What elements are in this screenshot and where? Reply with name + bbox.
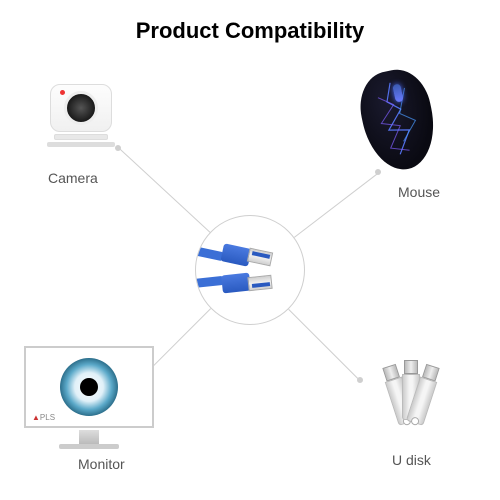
label-camera: Camera [48,170,98,186]
device-mouse [348,70,458,180]
hub-circle [195,215,305,325]
endpoint-dot-udisk [357,377,363,383]
page-title: Product Compatibility [0,18,500,44]
label-mouse: Mouse [398,184,440,200]
label-udisk: U disk [392,452,431,468]
usb-cable-product [196,216,304,324]
device-udisk [370,360,460,450]
connector-line-mouse [294,172,379,237]
monitor-logo: ▲PLS [32,413,55,422]
label-monitor: Monitor [78,456,125,472]
device-monitor: ▲PLS [24,346,164,454]
device-camera [40,78,130,158]
